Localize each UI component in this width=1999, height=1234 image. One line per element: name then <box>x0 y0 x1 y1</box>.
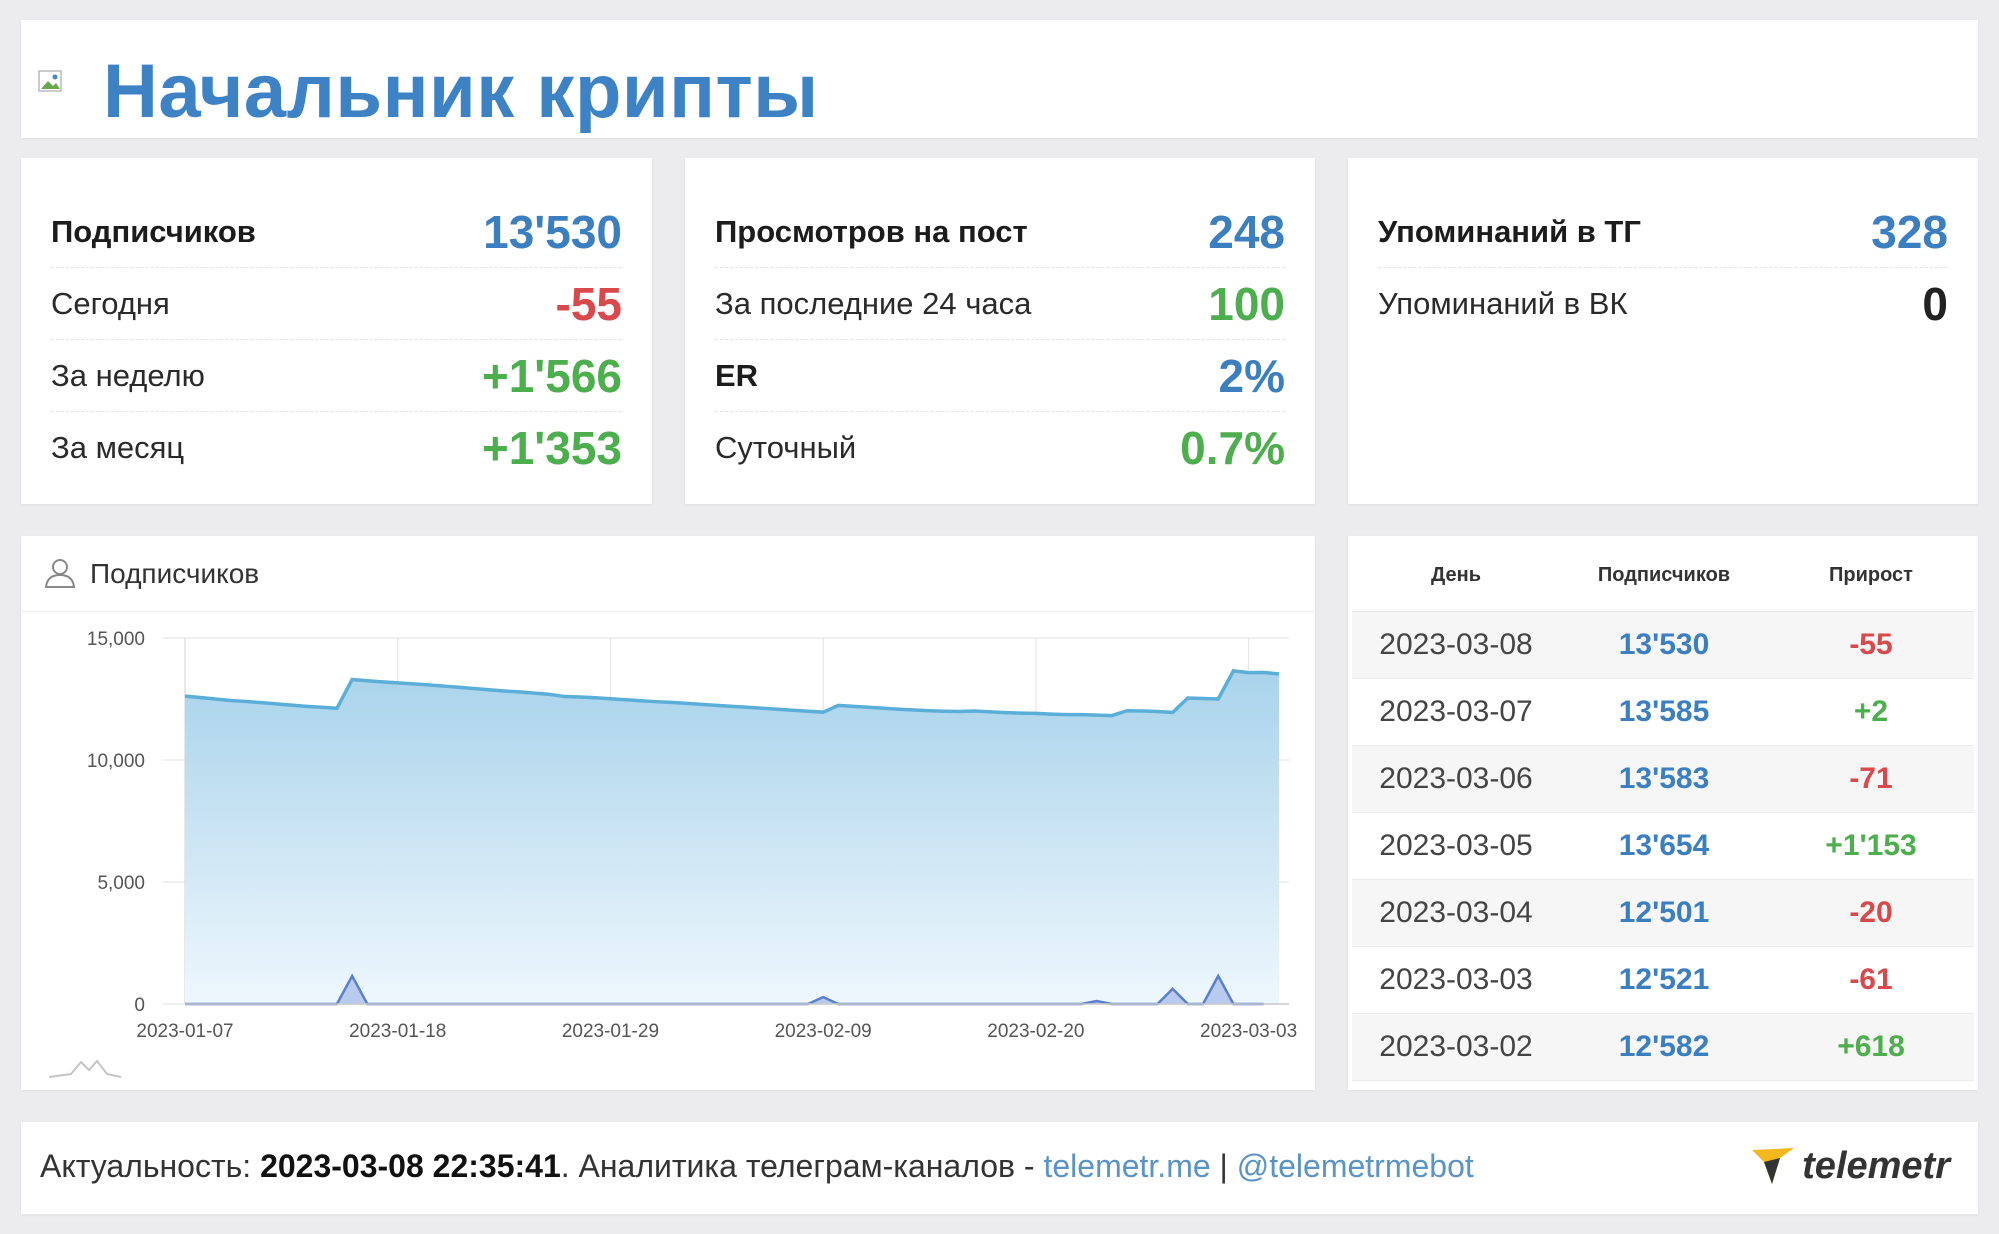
table-row: 2023-03-08 13'530 -55 <box>1352 612 1974 679</box>
chart-header: Подписчиков <box>21 536 1315 612</box>
footer-middle: . Аналитика телеграм-каналов - <box>560 1148 1044 1184</box>
telemetr-bot-link[interactable]: @telemetrmebot <box>1236 1148 1474 1184</box>
column-header-growth: Прирост <box>1829 564 1913 586</box>
broken-image-icon <box>38 70 62 92</box>
x-tick-label: 2023-03-03 <box>1200 1021 1297 1042</box>
day-cell: 2023-03-05 <box>1379 829 1533 862</box>
user-icon <box>44 559 76 588</box>
stat-label: Упоминаний в ТГ <box>1378 213 1641 249</box>
stat-label: За месяц <box>51 430 185 465</box>
stat-label: Сегодня <box>51 285 170 321</box>
stat-label: Подписчиков <box>51 213 256 249</box>
stat-row: За последние 24 часа 100 <box>715 268 1285 340</box>
subscribers-cell: 13'654 <box>1618 829 1710 862</box>
x-tick-label: 2023-02-20 <box>987 1021 1084 1042</box>
footer-text: Актуальность: 2023-03-08 22:35:41. Анали… <box>40 1148 1474 1185</box>
stat-label: Суточный <box>715 430 857 465</box>
subscribers-cell: 13'583 <box>1618 762 1710 795</box>
subscribers-chart-card: Подписчиков 15,000 10,000 5,000 0 2023-01-07… <box>21 536 1315 1090</box>
stat-value: 328 <box>1871 205 1948 258</box>
x-tick-label: 2023-01-18 <box>349 1021 446 1042</box>
stat-label: За неделю <box>51 357 205 393</box>
y-tick-label: 15,000 <box>87 629 145 650</box>
x-tick-label: 2023-01-29 <box>562 1021 659 1042</box>
subscribers-line <box>184 668 1280 718</box>
day-cell: 2023-03-07 <box>1379 695 1533 728</box>
stat-value: 0.7% <box>1180 422 1285 474</box>
daily-table-card: День Подписчиков Прирост 2023-03-08 13'53… <box>1348 536 1978 1090</box>
telemetr-site-link[interactable]: telemetr.me <box>1043 1148 1211 1184</box>
stat-value: +1'566 <box>481 349 622 402</box>
subscribers-stats-card: Подписчиков 13'530 Сегодня -55 За неделю +1'5… <box>21 158 652 504</box>
telemetr-brand[interactable]: telemetr <box>1750 1144 1950 1188</box>
day-cell: 2023-03-06 <box>1379 762 1533 795</box>
stat-value: -55 <box>555 277 622 330</box>
stat-row: Сегодня -55 <box>51 268 622 340</box>
views-stats-card: Просмотров на пост 248 За последние 24 час… <box>685 158 1315 504</box>
table-row: 2023-03-04 12'501 -20 <box>1352 880 1974 947</box>
telemetr-brand-text: telemetr <box>1802 1144 1950 1187</box>
channel-title: Начальник крипты <box>103 49 819 134</box>
y-tick-label: 10,000 <box>87 751 145 772</box>
subscribers-cell: 12'521 <box>1618 963 1710 996</box>
footer: Актуальность: 2023-03-08 22:35:41. Анали… <box>21 1122 1978 1214</box>
subscribers-cell: 12'501 <box>1618 896 1710 929</box>
growth-cell: -20 <box>1849 896 1893 929</box>
x-tick-label: 2023-02-09 <box>775 1021 872 1042</box>
stat-label: За последние 24 часа <box>715 285 1032 321</box>
day-cell: 2023-03-02 <box>1379 1030 1533 1063</box>
stat-value: 0 <box>1922 278 1948 330</box>
stat-row: Упоминаний в ТГ 328 <box>1378 196 1948 268</box>
stat-label: Упоминаний в ВК <box>1378 286 1628 321</box>
subscribers-chart: 15,000 10,000 5,000 0 2023-01-07 2023-01-18 20… <box>48 629 1297 1078</box>
growth-cell: -71 <box>1849 762 1893 795</box>
table-row: 2023-03-03 12'521 -61 <box>1352 947 1974 1014</box>
stat-row: За неделю +1'566 <box>51 340 622 412</box>
stat-value: +1'353 <box>481 422 622 474</box>
stat-label: Просмотров на пост <box>715 213 1028 249</box>
growth-cell: -55 <box>1849 628 1893 661</box>
telemetr-logo-icon <box>1752 1148 1795 1184</box>
column-header-day: День <box>1431 564 1481 586</box>
footer-separator: | <box>1210 1148 1237 1184</box>
subscribers-cell: 13'530 <box>1618 628 1710 661</box>
day-cell: 2023-03-08 <box>1379 628 1533 661</box>
stat-row: За месяц +1'353 <box>51 412 622 484</box>
y-tick-label: 0 <box>134 995 145 1016</box>
growth-cell: +1'153 <box>1825 829 1917 862</box>
column-header-subscribers: Подписчиков <box>1597 564 1731 586</box>
stat-value: 13'530 <box>483 205 622 258</box>
subscribers-cell: 13'585 <box>1618 695 1710 728</box>
table-row: 2023-03-06 13'583 -71 <box>1352 746 1974 813</box>
table-header: День Подписчиков Прирост <box>1352 540 1974 612</box>
table-row: 2023-03-05 13'654 +1'153 <box>1352 813 1974 880</box>
stat-value: 100 <box>1208 277 1285 330</box>
stat-row: ER 2% <box>715 340 1285 412</box>
table-row: 2023-03-07 13'585 +2 <box>1352 679 1974 746</box>
chart-title: Подписчиков <box>90 558 260 589</box>
stat-label: ER <box>715 357 759 393</box>
x-tick-label: 2023-01-07 <box>136 1021 233 1042</box>
channel-header: Начальник крипты <box>21 20 1978 138</box>
subscribers-area <box>185 670 1279 1004</box>
y-tick-label: 5,000 <box>97 873 145 894</box>
table-body: 2023-03-08 13'530 -55 2023-03-07 13'585 +2 202… <box>1352 612 1974 1081</box>
stat-row: Упоминаний в ВК 0 <box>1378 268 1948 340</box>
growth-cell: -61 <box>1849 963 1893 996</box>
stat-row: Просмотров на пост 248 <box>715 196 1285 268</box>
stat-row: Подписчиков 13'530 <box>51 196 622 268</box>
table-row: 2023-03-02 12'582 +618 <box>1352 1014 1974 1081</box>
stat-value: 248 <box>1208 205 1285 258</box>
stat-value: 2% <box>1218 349 1285 402</box>
day-cell: 2023-03-03 <box>1379 963 1533 996</box>
stat-row: Суточный 0.7% <box>715 412 1285 484</box>
day-cell: 2023-03-04 <box>1379 896 1533 929</box>
footer-prefix: Актуальность: <box>40 1148 261 1184</box>
growth-cell: +2 <box>1853 695 1889 728</box>
subscribers-cell: 12'582 <box>1618 1030 1710 1063</box>
navigator-icon <box>48 1059 122 1078</box>
mentions-stats-card: Упоминаний в ТГ 328 Упоминаний в ВК 0 <box>1348 158 1978 504</box>
growth-cell: +618 <box>1837 1030 1905 1063</box>
footer-timestamp: 2023-03-08 22:35:41 <box>260 1148 561 1184</box>
